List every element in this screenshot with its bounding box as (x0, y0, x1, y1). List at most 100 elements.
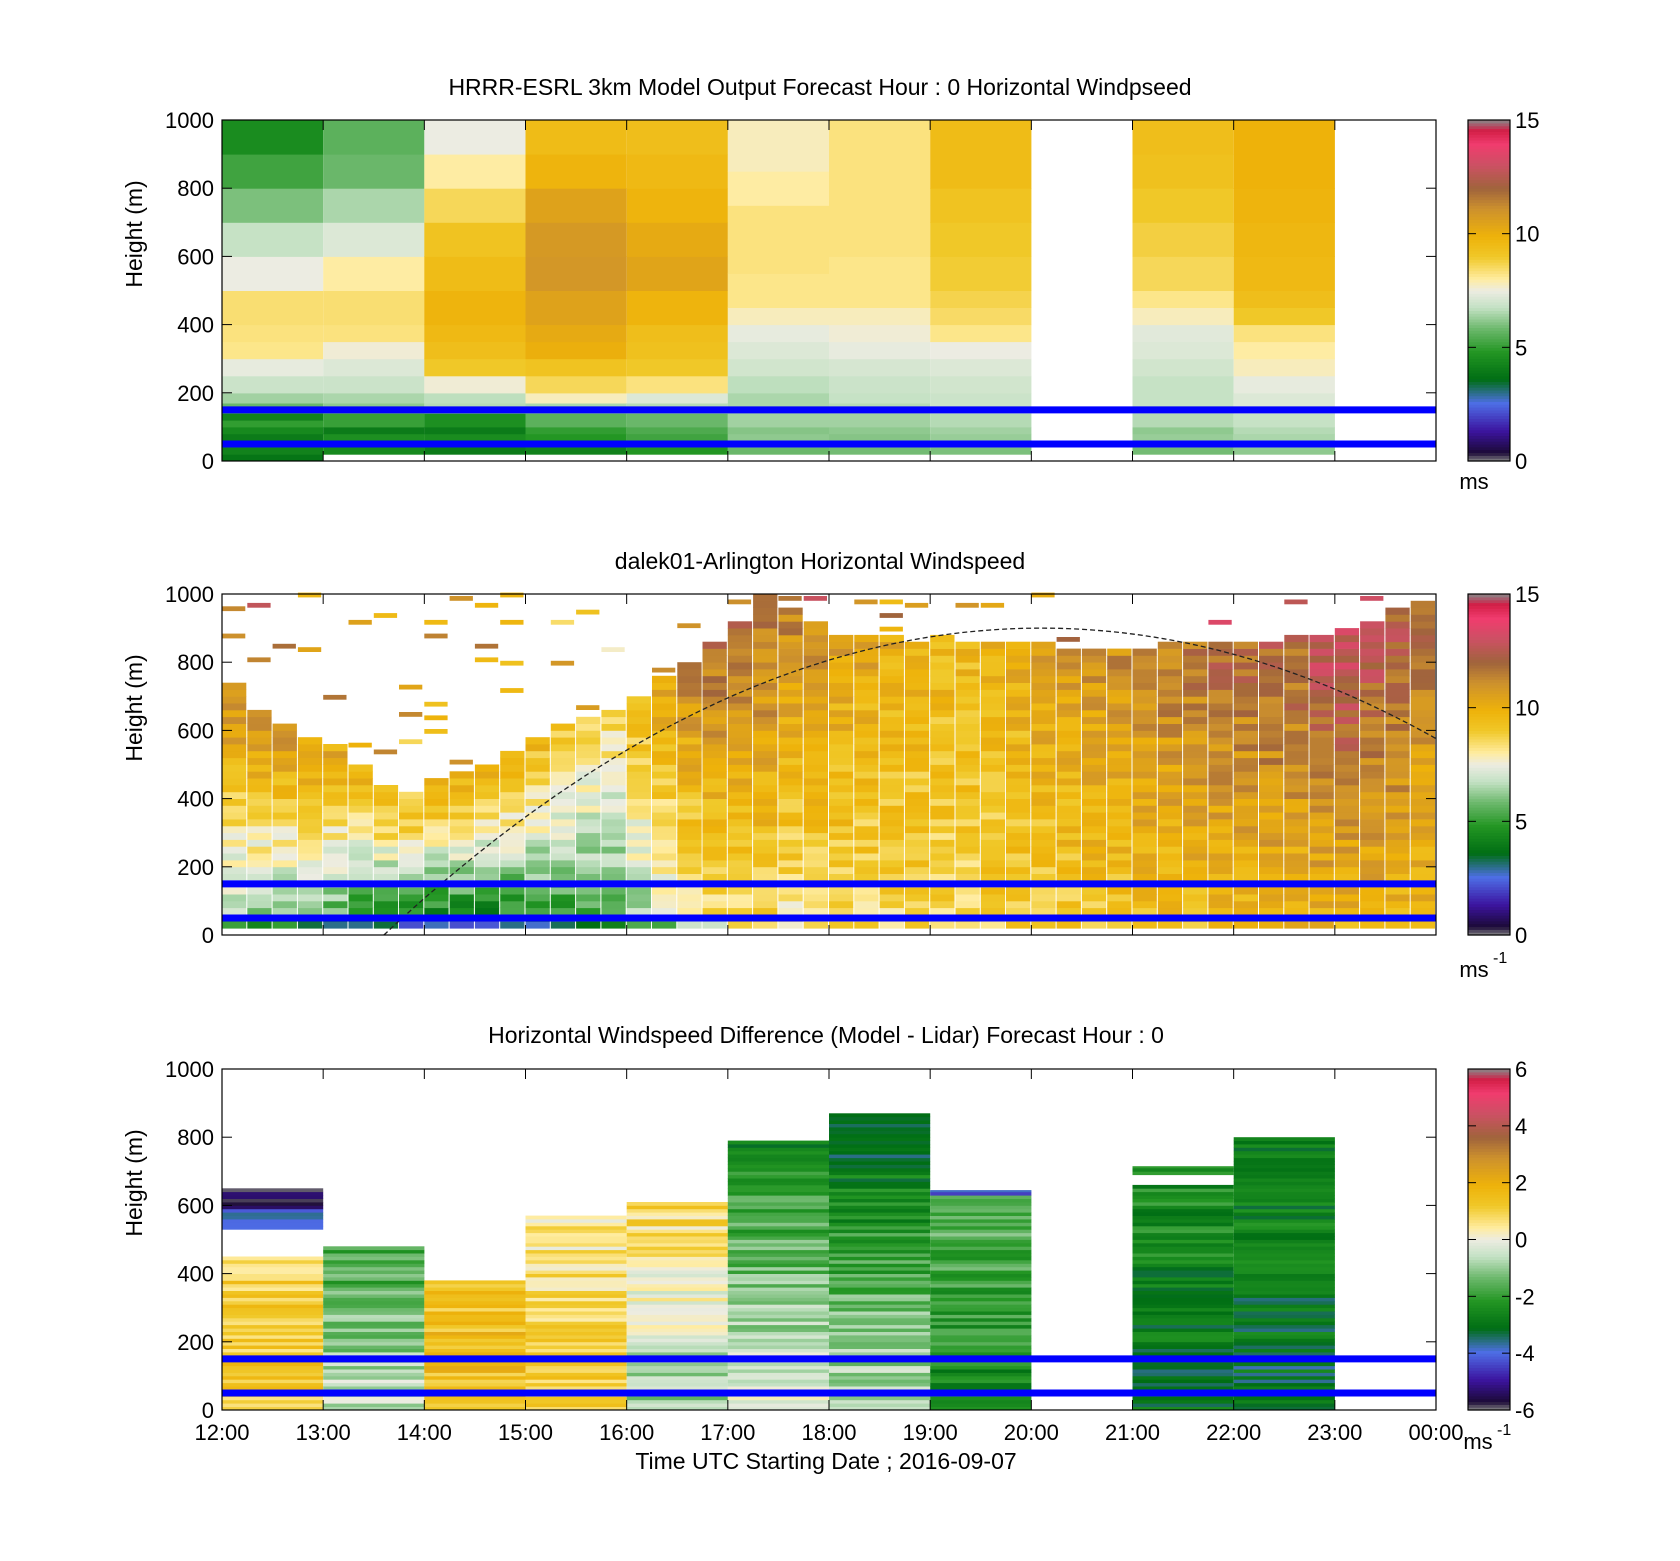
lidar-cell (778, 832, 803, 840)
lidar-cell (272, 819, 297, 827)
colorbar-segment (1468, 761, 1510, 766)
lidar-cell (373, 873, 399, 881)
lidar-cell (247, 846, 272, 854)
lidar-sparse-cell (1360, 596, 1384, 601)
lidar-cell (399, 921, 424, 929)
lidar-cell (879, 894, 904, 902)
heatmap-cell (727, 239, 829, 274)
lidar-cell (1208, 744, 1233, 752)
difference-cell (1233, 1164, 1335, 1169)
difference-cell (1132, 1167, 1234, 1172)
lidar-cell (500, 757, 525, 765)
lidar-cell (222, 894, 247, 902)
lidar-cell (474, 832, 500, 840)
lidar-cell (1259, 744, 1284, 752)
colorbar-segment (1468, 915, 1510, 919)
difference-cell (1233, 1260, 1335, 1264)
difference-cell (1132, 1195, 1234, 1199)
y-tick-label: 400 (177, 787, 214, 812)
lidar-cell (980, 812, 1006, 820)
colorbar-segment (1468, 281, 1510, 286)
lidar-cell (1183, 832, 1208, 840)
lidar-cell (980, 655, 1006, 663)
lidar-cell (1410, 628, 1435, 636)
lidar-cell (1183, 757, 1208, 765)
difference-cell (525, 1256, 627, 1261)
lidar-cell (1309, 716, 1334, 724)
lidar-cell (323, 791, 348, 799)
difference-cell (525, 1263, 627, 1268)
lidar-cell (702, 662, 727, 670)
difference-cell (1233, 1137, 1335, 1141)
lidar-cell (1006, 764, 1031, 772)
difference-cell (222, 1382, 324, 1387)
colorbar-segment (1468, 304, 1510, 309)
difference-cell (727, 1256, 829, 1261)
colorbar-segment (1468, 747, 1510, 751)
lidar-cell (1309, 832, 1334, 840)
difference-cell (424, 1375, 526, 1380)
lidar-cell (803, 737, 828, 745)
lidar-cell (297, 744, 323, 752)
difference-cell (1233, 1345, 1335, 1349)
difference-cell (323, 1379, 425, 1384)
difference-cell (930, 1273, 1032, 1278)
lidar-cell (879, 730, 904, 738)
lidar-cell (727, 716, 753, 724)
lidar-cell (904, 669, 930, 677)
lidar-cell (1309, 819, 1334, 827)
lidar-cell (1006, 812, 1031, 820)
lidar-cell (1385, 634, 1410, 643)
difference-cell (1233, 1386, 1335, 1390)
difference-cell (626, 1317, 728, 1322)
difference-cell (525, 1386, 627, 1390)
lidar-cell (500, 907, 525, 915)
difference-cell (727, 1260, 829, 1264)
lidar-cell (500, 900, 525, 909)
lidar-cell (1056, 798, 1081, 806)
lidar-cell (1006, 737, 1031, 745)
difference-cell (727, 1372, 829, 1377)
lidar-cell (348, 778, 373, 786)
difference-cell (323, 1399, 425, 1404)
lidar-cell (677, 771, 702, 779)
heatmap-cell (727, 171, 829, 206)
lidar-cell (652, 764, 677, 772)
lidar-cell (1284, 723, 1309, 731)
lidar-cell (1031, 723, 1056, 731)
lidar-cell (677, 921, 702, 929)
heatmap-cell (727, 358, 829, 377)
lidar-cell (576, 825, 601, 834)
colorbar-segment (1468, 1248, 1510, 1252)
lidar-cell (1410, 703, 1435, 711)
difference-cell (424, 1399, 526, 1404)
lidar-cell (323, 778, 348, 786)
colorbar-segment (1468, 812, 1510, 817)
lidar-cell (955, 812, 980, 820)
difference-cell (222, 1225, 324, 1230)
lidar-cell (323, 894, 348, 902)
lidar-cell (373, 853, 399, 861)
colorbar-segment (1468, 622, 1510, 626)
lidar-cell (727, 791, 753, 799)
lidar-cell (1006, 798, 1031, 806)
difference-cell (626, 1215, 728, 1220)
lidar-cell (1132, 737, 1157, 745)
lidar-cell (424, 921, 449, 929)
lidar-cell (753, 825, 778, 834)
lidar-cell (1233, 785, 1258, 793)
lidar-cell (1056, 682, 1081, 690)
difference-cell (222, 1365, 324, 1370)
difference-cell (525, 1369, 627, 1373)
lidar-cell (424, 791, 449, 799)
heatmap-cell (1132, 324, 1234, 343)
lidar-cell (550, 839, 576, 847)
lidar-cell (1208, 716, 1233, 724)
lidar-cell (803, 812, 828, 820)
heatmap-cell (727, 120, 829, 172)
lidar-cell (222, 887, 247, 895)
lidar-cell (1410, 682, 1435, 690)
difference-cell (1233, 1348, 1335, 1353)
lidar-cell (803, 805, 828, 813)
